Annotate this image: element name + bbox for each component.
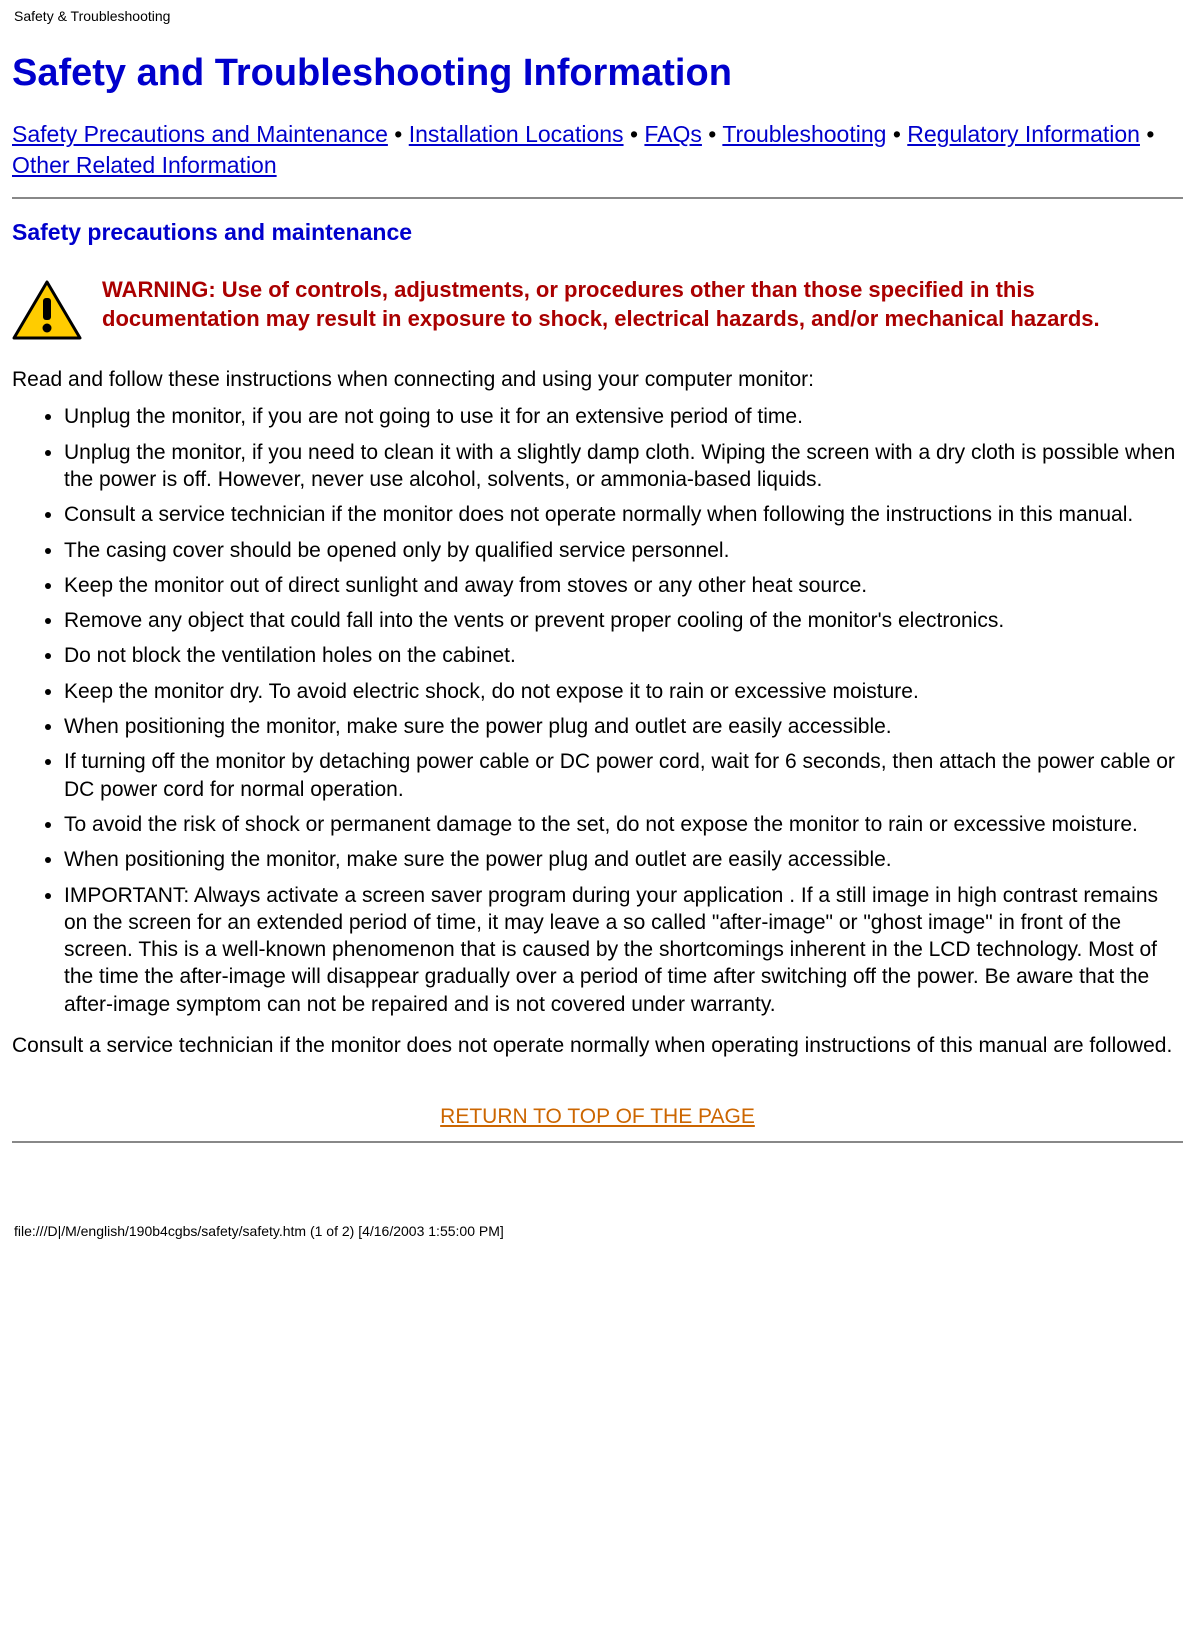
nav-link-safety-precautions[interactable]: Safety Precautions and Maintenance xyxy=(12,121,388,147)
footer-file-path: file:///D|/M/english/190b4cgbs/safety/sa… xyxy=(14,1223,1183,1239)
nav-link-regulatory-information[interactable]: Regulatory Information xyxy=(907,121,1140,147)
list-item: If turning off the monitor by detaching … xyxy=(64,748,1183,803)
nav-separator: • xyxy=(624,121,645,147)
list-item: To avoid the risk of shock or permanent … xyxy=(64,811,1183,838)
nav-separator: • xyxy=(388,121,409,147)
nav-links: Safety Precautions and Maintenance • Ins… xyxy=(12,119,1183,181)
nav-separator: • xyxy=(1140,121,1154,147)
page-container: Safety & Troubleshooting Safety and Trou… xyxy=(0,0,1195,1251)
intro-paragraph: Read and follow these instructions when … xyxy=(12,366,1183,393)
nav-link-other-related-information[interactable]: Other Related Information xyxy=(12,152,277,178)
nav-separator: • xyxy=(886,121,907,147)
warning-text: WARNING: Use of controls, adjustments, o… xyxy=(84,276,1183,333)
list-item: IMPORTANT: Always activate a screen save… xyxy=(64,882,1183,1018)
return-to-top-link[interactable]: RETURN TO TOP OF THE PAGE xyxy=(440,1105,755,1128)
document-header: Safety & Troubleshooting xyxy=(14,8,1183,24)
horizontal-rule xyxy=(12,197,1183,199)
list-item: Remove any object that could fall into t… xyxy=(64,607,1183,634)
return-link-container: RETURN TO TOP OF THE PAGE xyxy=(12,1105,1183,1129)
list-item: When positioning the monitor, make sure … xyxy=(64,713,1183,740)
page-title: Safety and Troubleshooting Information xyxy=(12,52,1183,95)
bullet-list: Unplug the monitor, if you are not going… xyxy=(12,403,1183,1018)
list-item: Consult a service technician if the moni… xyxy=(64,501,1183,528)
outro-paragraph: Consult a service technician if the moni… xyxy=(12,1032,1183,1059)
list-item: Unplug the monitor, if you need to clean… xyxy=(64,439,1183,494)
nav-link-installation-locations[interactable]: Installation Locations xyxy=(409,121,624,147)
nav-separator: • xyxy=(702,121,722,147)
warning-block: WARNING: Use of controls, adjustments, o… xyxy=(12,276,1183,342)
list-item: The casing cover should be opened only b… xyxy=(64,537,1183,564)
warning-icon xyxy=(12,276,84,342)
list-item: Keep the monitor dry. To avoid electric … xyxy=(64,678,1183,705)
list-item: Do not block the ventilation holes on th… xyxy=(64,642,1183,669)
list-item: Unplug the monitor, if you are not going… xyxy=(64,403,1183,430)
list-item: Keep the monitor out of direct sunlight … xyxy=(64,572,1183,599)
horizontal-rule xyxy=(12,1141,1183,1143)
section-title: Safety precautions and maintenance xyxy=(12,219,1183,246)
list-item: When positioning the monitor, make sure … xyxy=(64,846,1183,873)
nav-link-faqs[interactable]: FAQs xyxy=(644,121,702,147)
nav-link-troubleshooting[interactable]: Troubleshooting xyxy=(722,121,886,147)
